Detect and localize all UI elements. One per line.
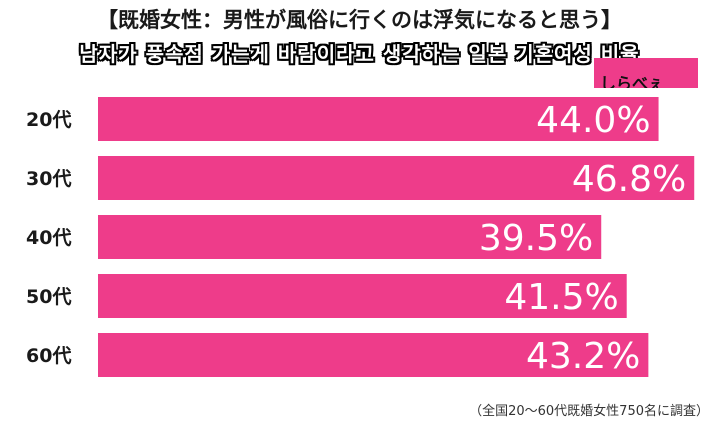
category-label: 20代 bbox=[26, 109, 71, 131]
bar-value-label: 43.2% bbox=[526, 336, 640, 377]
chart-title: 【既婚女性：男性が風俗に行くのは浮気になると思う】 bbox=[97, 8, 622, 32]
bar bbox=[98, 215, 602, 259]
category-label: 50代 bbox=[26, 286, 71, 308]
bar-value-label: 44.0% bbox=[536, 100, 650, 141]
category-label: 40代 bbox=[26, 227, 71, 249]
footnote: （全国20～60代既婚女性750名に調査） bbox=[469, 404, 709, 419]
brand-logo: しらべぇ bbox=[594, 58, 698, 88]
bar-value-label: 46.8% bbox=[572, 159, 686, 200]
bar bbox=[98, 97, 659, 141]
bar bbox=[98, 274, 627, 318]
bar bbox=[98, 333, 649, 377]
bar-value-label: 39.5% bbox=[479, 218, 593, 259]
chart-subtitle: 남자가 풍속점 가는게 바람이라고 생각하는 일본 기혼여성 비율 bbox=[79, 42, 640, 66]
brand-logo-text: しらべぇ bbox=[600, 74, 665, 88]
category-label: 60代 bbox=[26, 345, 71, 367]
category-label: 30代 bbox=[26, 168, 71, 190]
bar-value-label: 41.5% bbox=[504, 277, 618, 318]
bar bbox=[98, 156, 695, 200]
